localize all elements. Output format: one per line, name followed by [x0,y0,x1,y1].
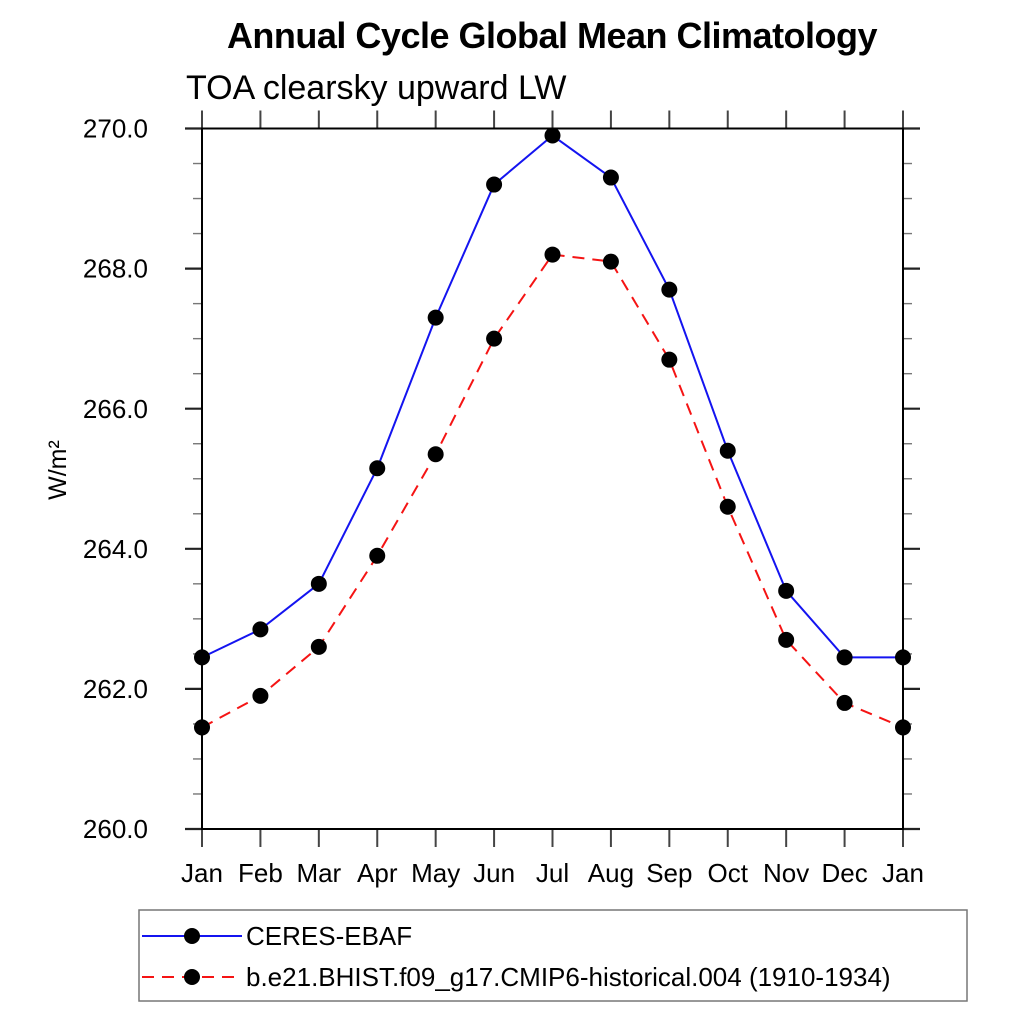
data-point [602,253,619,270]
y-tick-label: 260.0 [83,814,148,844]
y-tick-label: 262.0 [83,674,148,704]
data-point [252,621,269,638]
x-tick-label: Apr [357,858,398,888]
y-tick-label: 266.0 [83,394,148,424]
data-point [661,351,678,368]
plot-area: 260.0 262.0 264.0 266.0 268.0 270.0 Jan Feb Mar A… [83,110,924,888]
legend-label: CERES-EBAF [246,921,412,951]
y-tick-label: 268.0 [83,254,148,284]
data-point [602,169,619,186]
data-point [778,582,795,599]
data-point [895,649,911,666]
data-point [252,687,269,704]
data-point [310,575,327,592]
legend-label: b.e21.BHIST.f09_g17.CMIP6-historical.004… [246,962,891,992]
x-tick-label: Aug [588,858,634,888]
x-tick-label: Nov [763,858,809,888]
data-point [719,442,736,459]
data-point [661,281,678,298]
x-tick-label: Dec [821,858,867,888]
legend-marker-icon [184,928,200,944]
legend-entry: b.e21.BHIST.f09_g17.CMIP6-historical.004… [142,962,891,992]
data-point [486,330,503,347]
legend-marker-icon [184,969,200,985]
data-point [836,649,853,666]
x-tick-label: Sep [646,858,692,888]
x-tick-label: Jan [181,858,223,888]
x-tick-label: Jan [882,858,924,888]
y-tick-label: 270.0 [83,114,148,144]
data-point [486,176,503,193]
series-line-1 [201,253,904,729]
y-tick-label: 264.0 [83,534,148,564]
data-point [544,127,561,144]
data-point [194,719,210,736]
x-tick-label: May [411,858,460,888]
data-point [836,694,853,711]
data-point [895,719,911,736]
data-point [719,498,736,515]
data-point [544,246,561,263]
data-point [427,446,444,463]
y-axis-label: W/m² [44,440,72,500]
x-tick-label: Mar [296,858,341,888]
chart-subtitle: TOA clearsky upward LW [186,69,566,107]
plot-frame [201,127,904,830]
legend: CERES-EBAF b.e21.BHIST.f09_g17.CMIP6-his… [138,909,968,1002]
data-point [369,460,386,477]
x-tick-label: Oct [708,858,749,888]
data-point [427,309,444,326]
chart-title: Annual Cycle Global Mean Climatology [227,15,878,56]
series-line-0 [201,134,903,659]
data-point [194,649,210,666]
data-point [310,638,327,655]
x-tick-label: Jun [473,858,515,888]
data-point [778,631,795,648]
x-tick-label: Jul [536,858,569,888]
legend-box [138,909,968,1002]
data-point [369,547,386,564]
x-tick-label: Feb [238,858,283,888]
legend-entry: CERES-EBAF [142,921,412,951]
